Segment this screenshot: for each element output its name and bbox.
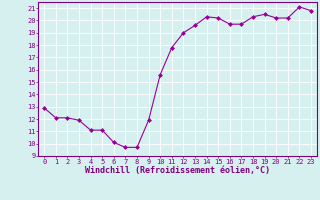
X-axis label: Windchill (Refroidissement éolien,°C): Windchill (Refroidissement éolien,°C) [85,166,270,175]
